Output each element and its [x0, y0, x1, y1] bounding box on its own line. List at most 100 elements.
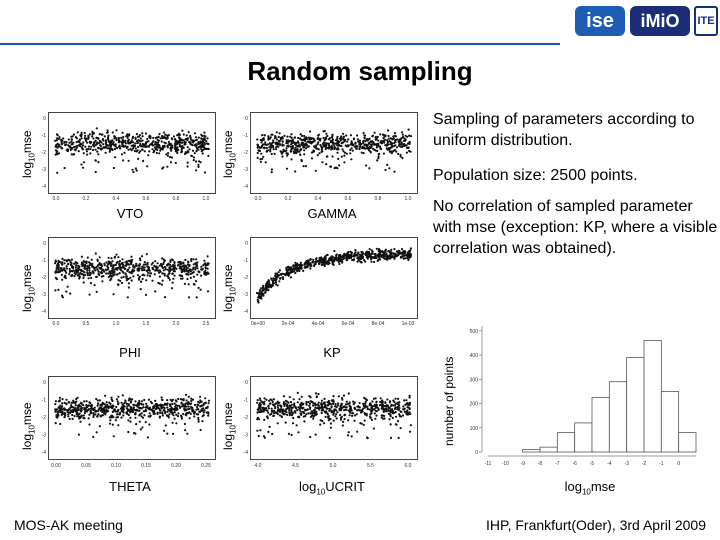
data-point — [127, 286, 130, 289]
data-point — [387, 134, 390, 138]
data-point — [171, 403, 174, 406]
data-point — [296, 140, 300, 143]
data-point — [81, 144, 85, 147]
data-point — [188, 407, 191, 410]
data-point — [310, 157, 314, 160]
data-point — [278, 269, 281, 272]
data-point — [260, 141, 263, 144]
data-point — [264, 143, 267, 146]
data-point — [129, 416, 132, 419]
data-point — [172, 135, 175, 138]
data-point — [267, 135, 270, 138]
data-point — [344, 253, 347, 256]
y-tick-label: -4 — [42, 309, 47, 315]
data-point — [146, 165, 149, 168]
data-point — [169, 398, 172, 401]
data-point — [189, 276, 192, 279]
data-point — [265, 150, 268, 153]
data-point — [384, 401, 387, 405]
data-point — [141, 416, 145, 419]
data-point — [75, 146, 79, 149]
data-point — [370, 418, 373, 421]
data-point — [56, 137, 59, 140]
data-point — [311, 261, 314, 264]
data-point — [111, 139, 114, 142]
data-point — [88, 263, 91, 267]
data-point — [94, 252, 97, 255]
data-point — [130, 263, 133, 266]
data-point — [131, 168, 134, 171]
data-point — [134, 142, 137, 145]
data-point — [189, 402, 192, 406]
data-point — [321, 161, 324, 164]
data-point — [180, 402, 183, 405]
data-point — [92, 415, 95, 419]
data-point — [137, 409, 140, 412]
y-tick-label: -2 — [244, 150, 249, 156]
data-point — [314, 258, 318, 261]
data-point — [84, 273, 87, 277]
x-tick-label: 0e+00 — [251, 321, 265, 327]
x-tick-label: 2.0 — [173, 321, 180, 327]
data-point — [327, 259, 330, 263]
data-point — [382, 152, 385, 155]
data-point — [94, 269, 97, 272]
data-point — [88, 408, 91, 411]
data-point — [155, 136, 158, 139]
y-tick-label: 500 — [470, 329, 479, 335]
data-point — [338, 262, 341, 266]
data-point — [180, 265, 183, 268]
data-point — [189, 268, 192, 271]
data-point — [164, 412, 167, 415]
data-point — [120, 281, 124, 285]
data-point — [286, 135, 289, 138]
data-point — [98, 139, 101, 142]
data-point — [85, 150, 88, 153]
x-tick-label: 0.0 — [255, 196, 262, 202]
x-ticks-ucrit: 4.0 4.5 5.0 5.5 6.0 — [255, 463, 412, 469]
data-point — [61, 257, 64, 260]
data-point — [368, 408, 371, 411]
data-point — [137, 403, 140, 407]
data-point — [404, 134, 407, 137]
data-point — [305, 144, 308, 147]
data-point — [317, 401, 320, 404]
data-point — [364, 253, 367, 256]
data-point — [307, 260, 310, 263]
data-point — [154, 399, 157, 402]
data-point — [175, 400, 178, 403]
data-point — [341, 141, 344, 145]
data-point — [200, 137, 203, 140]
data-point — [326, 134, 329, 138]
data-point — [181, 277, 184, 280]
data-point — [98, 425, 101, 428]
data-point — [151, 143, 154, 146]
data-point — [187, 405, 190, 408]
data-point — [123, 151, 126, 154]
data-point — [282, 401, 285, 404]
data-point — [393, 400, 396, 404]
data-point — [200, 148, 203, 151]
data-point — [259, 160, 262, 163]
data-point — [56, 271, 59, 274]
data-point — [343, 151, 347, 154]
data-point — [368, 141, 371, 144]
data-point — [191, 144, 194, 147]
data-point — [148, 412, 151, 415]
data-point — [294, 146, 297, 149]
data-point — [318, 152, 321, 155]
data-point — [337, 143, 340, 146]
data-point — [206, 142, 209, 145]
data-point — [334, 166, 338, 169]
data-point — [157, 141, 160, 144]
data-point — [298, 269, 301, 273]
data-point — [307, 145, 310, 148]
data-point — [74, 261, 77, 264]
data-point — [362, 152, 365, 155]
data-point — [260, 295, 263, 298]
data-point — [353, 419, 356, 422]
data-point — [184, 429, 187, 432]
paragraph-population: Population size: 2500 points. — [433, 167, 638, 184]
data-point — [271, 144, 275, 148]
data-point — [115, 139, 118, 142]
